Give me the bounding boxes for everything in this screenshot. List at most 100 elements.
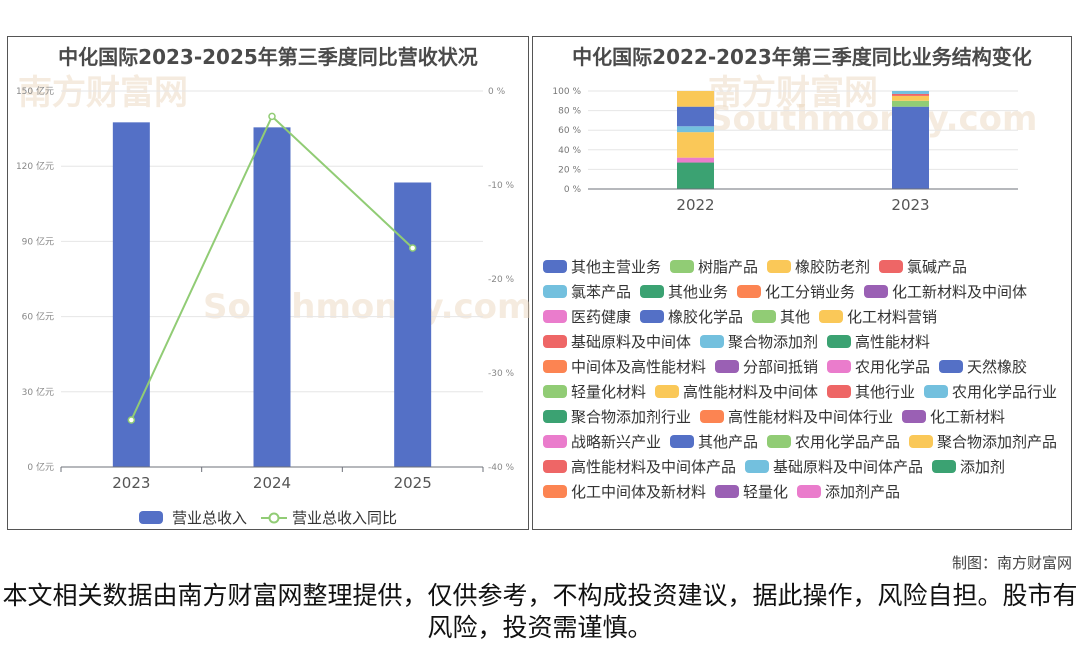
legend-item[interactable]: 高性能材料及中间体行业 xyxy=(700,404,893,429)
legend-item-line[interactable]: 营业总收入同比 xyxy=(261,507,397,528)
y-tick-label: 20 % xyxy=(558,165,581,175)
legend-item[interactable]: 农用化学品产品 xyxy=(767,429,900,454)
legend-label: 农用化学品行业 xyxy=(952,383,1058,401)
legend-swatch xyxy=(138,511,163,524)
legend-item[interactable]: 高性能材料 xyxy=(827,329,930,354)
legend-item[interactable]: 橡胶化学品 xyxy=(640,304,743,329)
legend-item[interactable]: 树脂产品 xyxy=(670,254,758,279)
legend-label: 其他业务 xyxy=(668,283,729,301)
legend-label: 轻量化 xyxy=(743,483,789,501)
legend-swatch xyxy=(932,460,957,473)
legend-item[interactable]: 基础原料及中间体产品 xyxy=(745,454,923,479)
legend-swatch xyxy=(543,485,567,498)
y-tick-label: 120 亿元 xyxy=(16,160,54,172)
legend-item[interactable]: 氯碱产品 xyxy=(879,254,967,279)
legend-item[interactable]: 化工新材料 xyxy=(902,404,1005,429)
legend-swatch xyxy=(543,285,567,298)
legend-item[interactable]: 添加剂产品 xyxy=(797,479,900,504)
stack-segment xyxy=(892,93,929,96)
stack-segment xyxy=(677,91,714,107)
legend-item[interactable]: 医药健康 xyxy=(543,304,631,329)
legend-swatch xyxy=(752,310,777,323)
revenue-chart: 0 亿元 30 亿元 60 亿元 90 亿元 120 亿元 150 亿元 -40 % -30 … xyxy=(16,85,515,492)
legend-label: 天然橡胶 xyxy=(967,358,1028,376)
legend-swatch xyxy=(797,485,822,498)
legend-item[interactable]: 中间体及高性能材料 xyxy=(543,354,706,379)
legend-swatch xyxy=(670,260,695,273)
legend-swatch xyxy=(543,385,567,398)
legend-label: 树脂产品 xyxy=(698,258,759,276)
legend-swatch xyxy=(715,360,740,373)
legend-swatch xyxy=(543,410,567,423)
legend-item[interactable]: 其他产品 xyxy=(670,429,758,454)
y-tick-label: 0 % xyxy=(564,185,582,195)
legend-swatch xyxy=(670,435,695,448)
legend-label: 聚合物添加剂行业 xyxy=(571,408,692,426)
legend-item[interactable]: 添加剂 xyxy=(932,454,1005,479)
legend-item[interactable]: 轻量化 xyxy=(715,479,788,504)
legend-item[interactable]: 高性能材料及中间体 xyxy=(655,379,818,404)
chart-title: 中化国际2023-2025年第三季度同比营收状况 xyxy=(58,45,478,69)
legend-label: 化工材料营销 xyxy=(847,308,938,326)
legend-label: 化工分销业务 xyxy=(765,283,856,301)
legend-item[interactable]: 聚合物添加剂行业 xyxy=(543,404,691,429)
legend-swatch xyxy=(543,310,567,323)
line-point xyxy=(268,112,276,121)
legend-item[interactable]: 化工新材料及中间体 xyxy=(864,279,1027,304)
legend-item-bar[interactable]: 营业总收入 xyxy=(138,507,247,528)
legend-swatch xyxy=(827,335,852,348)
stack-segment xyxy=(677,106,714,127)
legend-label: 战略新兴产业 xyxy=(571,433,662,451)
y-tick-label: 80 % xyxy=(558,107,581,117)
legend-item[interactable]: 农用化学品 xyxy=(827,354,930,379)
stack-segment xyxy=(677,126,714,133)
legend-swatch xyxy=(700,410,725,423)
legend-item[interactable]: 化工中间体及新材料 xyxy=(543,479,706,504)
bar xyxy=(112,122,150,467)
legend-swatch xyxy=(715,485,740,498)
y2-tick-label: -30 % xyxy=(488,369,515,379)
x-tick-label: 2023 xyxy=(891,196,929,214)
legend-item[interactable]: 聚合物添加剂 xyxy=(700,329,818,354)
legend-item[interactable]: 轻量化材料 xyxy=(543,379,646,404)
legend-label: 高性能材料 xyxy=(855,333,931,351)
legend-item[interactable]: 天然橡胶 xyxy=(939,354,1027,379)
stack-segment xyxy=(892,91,929,94)
legend-swatch xyxy=(640,285,665,298)
legend-item[interactable]: 战略新兴产业 xyxy=(543,429,661,454)
legend-item[interactable]: 高性能材料及中间体产品 xyxy=(543,454,736,479)
legend-swatch xyxy=(640,310,665,323)
legend-label: 氯碱产品 xyxy=(907,258,968,276)
structure-chart: 0 % 20 % 40 % 60 % 80 % 100 % 2022 2023 xyxy=(552,87,1018,214)
legend-item[interactable]: 聚合物添加剂产品 xyxy=(909,429,1057,454)
legend-item[interactable]: 基础原料及中间体 xyxy=(543,329,691,354)
legend-item[interactable]: 其他行业 xyxy=(827,379,915,404)
legend-item[interactable]: 分部间抵销 xyxy=(715,354,818,379)
chart-legend: 其他主营业务 树脂产品 橡胶防老剂 氯碱产品氯苯产品 其他业务 化工分销业务 化工新材料及中… xyxy=(543,254,1068,504)
legend-label: 聚合物添加剂产品 xyxy=(937,433,1058,451)
legend-label: 氯苯产品 xyxy=(571,283,632,301)
stack-segment xyxy=(677,132,714,158)
line-point xyxy=(127,416,136,424)
legend-label: 高性能材料及中间体行业 xyxy=(728,408,894,426)
legend-item[interactable]: 化工分销业务 xyxy=(737,279,855,304)
legend-swatch xyxy=(543,360,567,373)
legend-label: 营业总收入同比 xyxy=(292,509,398,527)
y-tick-label: 40 % xyxy=(558,146,581,156)
legend-swatch xyxy=(924,385,949,398)
legend-swatch xyxy=(902,410,927,423)
chart-credit: 制图：南方财富网 xyxy=(951,554,1072,572)
legend-item[interactable]: 氯苯产品 xyxy=(543,279,631,304)
legend-swatch xyxy=(767,260,792,273)
legend-item[interactable]: 化工材料营销 xyxy=(819,304,937,329)
legend-item[interactable]: 其他 xyxy=(752,304,810,329)
y-tick-label: 0 亿元 xyxy=(27,461,54,473)
legend-item[interactable]: 其他业务 xyxy=(640,279,728,304)
legend-swatch xyxy=(655,385,680,398)
y2-tick-label: -40 % xyxy=(488,463,515,473)
legend-swatch xyxy=(827,360,852,373)
legend-item[interactable]: 橡胶防老剂 xyxy=(767,254,870,279)
legend-item[interactable]: 农用化学品行业 xyxy=(924,379,1057,404)
legend-item[interactable]: 其他主营业务 xyxy=(543,254,661,279)
bar xyxy=(394,182,432,467)
